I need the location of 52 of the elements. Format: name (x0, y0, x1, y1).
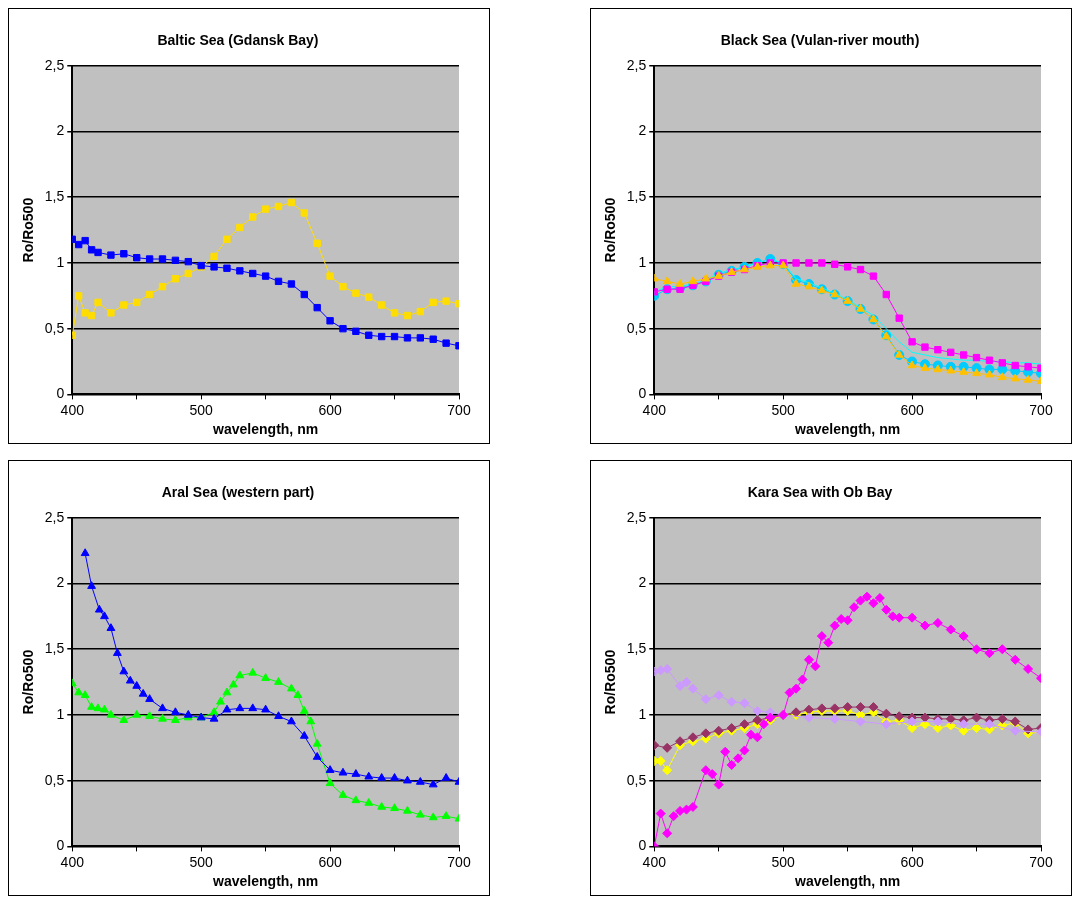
chart-title: Black Sea (Vulan-river mouth) (720, 32, 920, 49)
y-tick-label: 0 (56, 837, 65, 854)
y-tick-label: 1,5 (626, 640, 647, 657)
x-axis-title: wavelength, nm (212, 421, 319, 438)
y-tick-label: 2,5 (626, 508, 647, 525)
x-tick-label: 400 (60, 401, 85, 418)
x-tick-label: 500 (771, 853, 796, 870)
y-tick-label: 1 (638, 705, 647, 722)
y-tick-label: 1 (56, 705, 65, 722)
x-tick-label: 600 (318, 853, 342, 870)
y-axis-title: Ro/Ro500 (602, 197, 619, 263)
x-axis-title: wavelength, nm (794, 873, 901, 890)
y-tick-label: 2,5 (626, 56, 647, 73)
x-tick-label: 600 (900, 401, 924, 418)
chart-title: Aral Sea (western part) (161, 484, 315, 501)
y-tick-label: 0,5 (44, 771, 65, 788)
y-tick-label: 0,5 (44, 319, 65, 336)
y-tick-label: 2 (56, 574, 65, 591)
chart-title: Baltic Sea (Gdansk Bay) (157, 32, 319, 49)
x-axis-title: wavelength, nm (794, 421, 901, 438)
y-tick-label: 1 (56, 253, 65, 270)
y-tick-label: 0 (638, 837, 647, 854)
y-tick-label: 2 (638, 574, 647, 591)
y-axis-title: Ro/Ro500 (20, 197, 37, 263)
x-tick-label: 600 (318, 401, 342, 418)
y-axis-title: Ro/Ro500 (602, 649, 619, 715)
x-tick-label: 700 (447, 853, 471, 870)
y-tick-label: 0,5 (626, 771, 647, 788)
y-tick-label: 2 (638, 122, 647, 139)
x-axis-title: wavelength, nm (212, 873, 319, 890)
y-axis-title: Ro/Ro500 (20, 649, 37, 715)
x-tick-label: 400 (60, 853, 85, 870)
x-tick-label: 400 (642, 401, 667, 418)
y-tick-label: 2 (56, 122, 65, 139)
y-tick-label: 0,5 (626, 319, 647, 336)
y-tick-label: 1,5 (44, 188, 65, 205)
y-tick-label: 0 (638, 385, 647, 402)
x-tick-label: 500 (189, 853, 214, 870)
x-tick-label: 500 (771, 401, 796, 418)
y-tick-label: 2,5 (44, 508, 65, 525)
y-tick-label: 2,5 (44, 56, 65, 73)
y-tick-label: 1 (638, 253, 647, 270)
x-tick-label: 700 (447, 401, 471, 418)
y-tick-label: 0 (56, 385, 65, 402)
x-tick-label: 400 (642, 853, 667, 870)
x-tick-label: 700 (1029, 853, 1053, 870)
chart-title: Kara Sea with Ob Bay (747, 484, 893, 501)
y-tick-label: 1,5 (44, 640, 65, 657)
x-tick-label: 600 (900, 853, 924, 870)
y-tick-label: 1,5 (626, 188, 647, 205)
x-tick-label: 700 (1029, 401, 1053, 418)
x-tick-label: 500 (189, 401, 214, 418)
